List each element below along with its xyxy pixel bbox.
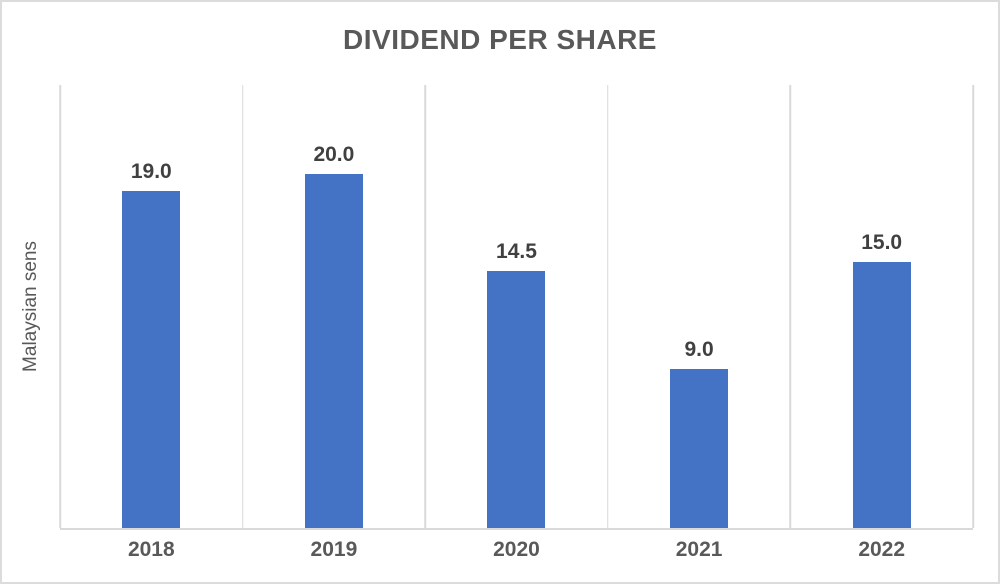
bar-column: 19.0	[60, 85, 243, 528]
x-tick-label: 2018	[127, 538, 175, 561]
plot-area: 19.0 20.0 14.5 9.0 15.0	[59, 85, 974, 530]
bar-column: 15.0	[790, 85, 973, 528]
gridline	[972, 85, 974, 528]
gridline	[59, 85, 61, 528]
gridline	[607, 85, 609, 528]
gridline	[424, 85, 426, 528]
bar-value-label: 19.0	[130, 160, 172, 184]
x-axis-labels: 2018 2019 2020 2021 2022	[60, 538, 973, 562]
x-tick-label: 2020	[493, 538, 540, 561]
bar-value-label: 20.0	[313, 142, 355, 166]
y-axis-title: Malaysian sens	[16, 85, 46, 528]
bar-value-label: 14.5	[496, 240, 537, 264]
bar-column: 9.0	[608, 85, 791, 528]
chart-title: DIVIDEND PER SHARE	[343, 24, 657, 55]
x-tick-label: 2022	[858, 538, 906, 561]
bar	[304, 173, 363, 528]
bars-row: 19.0 20.0 14.5 9.0 15.0	[60, 85, 973, 528]
gridline	[789, 85, 792, 528]
bar-value-label: 9.0	[684, 337, 714, 361]
bar	[670, 368, 729, 528]
bar-column: 14.5	[425, 85, 608, 528]
x-tick-label: 2021	[675, 538, 723, 561]
bar-value-label: 15.0	[861, 231, 903, 255]
x-tick-label: 2019	[310, 538, 358, 561]
bar-column: 20.0	[243, 85, 426, 528]
bar	[852, 262, 911, 528]
bar	[122, 191, 181, 528]
gridline	[241, 85, 244, 528]
bar	[487, 271, 546, 528]
y-axis-title-text: Malaysian sens	[20, 241, 41, 372]
